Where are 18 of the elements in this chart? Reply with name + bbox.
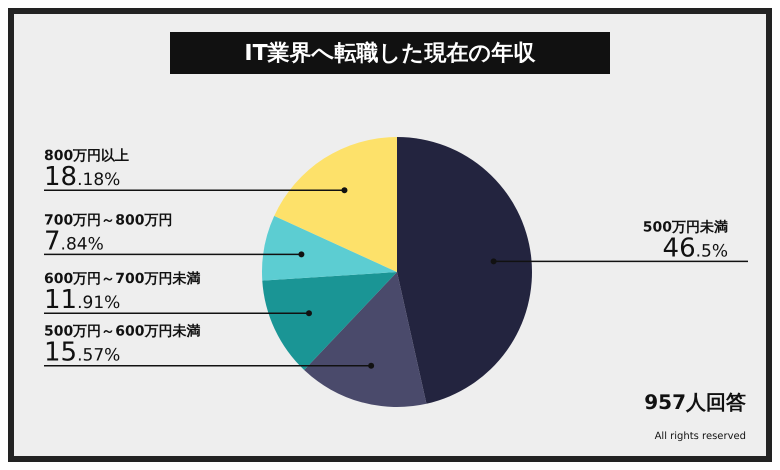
text: 957人回答 xyxy=(644,389,746,416)
pie-slice xyxy=(274,137,397,272)
chart-title: IT業界へ転職した現在の年収 xyxy=(170,32,610,74)
pie-slice xyxy=(304,272,426,407)
data-label: 11.91% xyxy=(44,285,120,316)
slice-label: 800万円以上 xyxy=(44,148,130,164)
slice-label: 700万円～800万円 xyxy=(44,212,172,228)
pie-slice xyxy=(262,272,397,370)
pie-slice xyxy=(397,137,532,404)
data-label: 46.5% xyxy=(662,233,728,264)
pie-slice xyxy=(262,216,397,281)
slice-label: 500万円～600万円未満 xyxy=(44,324,200,340)
data-label: 15.57% xyxy=(44,338,120,368)
data-label: 7.84% xyxy=(44,226,104,256)
text: All rights reserved xyxy=(654,431,746,442)
data-label: 18.18% xyxy=(44,162,120,192)
slice-label: 600万円～700万円未満 xyxy=(44,271,200,288)
slice-label: 500万円未満 xyxy=(642,219,728,236)
